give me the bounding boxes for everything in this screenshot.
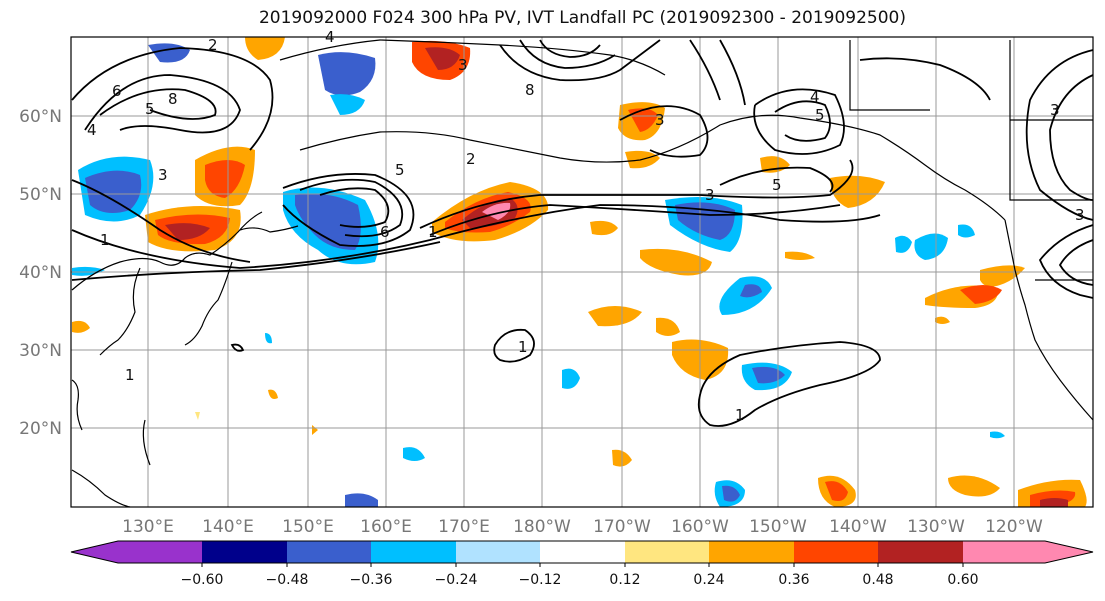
contour-label: 5 — [815, 106, 825, 124]
pc-shading — [72, 37, 1087, 507]
colorbar-tick-label: 0.36 — [778, 572, 809, 588]
contour-label: 1 — [125, 366, 135, 384]
colorbar-segment — [202, 541, 287, 563]
colorbar-tick-label: −0.60 — [181, 572, 224, 588]
colorbar-tick-label: 0.60 — [947, 572, 978, 588]
contour-label: 2 — [208, 36, 218, 54]
lon-label: 180°W — [513, 517, 571, 537]
lon-label: 130°E — [122, 517, 174, 537]
lat-label: 30°N — [19, 341, 62, 361]
colorbar-extend-high — [963, 541, 1093, 563]
colorbar-tick-label: −0.12 — [519, 572, 562, 588]
contour-label: 8 — [525, 81, 535, 99]
colorbar-segment — [287, 541, 371, 563]
contour-label: 3 — [655, 111, 665, 129]
colorbar-segments — [70, 540, 1094, 567]
map-panel: 2 4 3 6 5 8 4 3 6 5 2 1 3 5 8 3 1 1 3 4 … — [70, 28, 1094, 508]
lon-label: 130°W — [907, 517, 965, 537]
coastlines — [71, 39, 1094, 508]
contour-label: 2 — [466, 150, 476, 168]
pv-contours — [71, 39, 1094, 427]
contour-label: 3 — [1050, 101, 1060, 119]
contour-label: 1 — [735, 406, 745, 424]
contour-label: 8 — [168, 90, 178, 108]
contour-label: 1 — [518, 338, 528, 356]
contour-label: 3 — [705, 186, 715, 204]
contour-labels: 2 4 3 6 5 8 4 3 6 5 2 1 3 5 8 3 1 1 3 4 … — [87, 28, 1085, 424]
longitude-labels: 130°E 140°E 150°E 160°E 170°E 180°W 170°… — [122, 517, 1043, 537]
contour-label: 3 — [458, 56, 468, 74]
colorbar-outline — [70, 540, 1094, 564]
latitude-labels: 60°N 50°N 40°N 30°N 20°N — [19, 107, 62, 439]
colorbar-segment — [540, 541, 625, 563]
lon-label: 140°W — [829, 517, 887, 537]
contour-label: 5 — [395, 161, 405, 179]
contour-label: 1 — [100, 231, 110, 249]
contour-label: 5 — [772, 176, 782, 194]
lon-label: 120°W — [985, 517, 1043, 537]
map-title: 2019092000 F024 300 hPa PV, IVT Landfall… — [258, 8, 906, 28]
colorbar-tick-label: 0.24 — [693, 572, 724, 588]
colorbar-segment — [878, 541, 963, 563]
colorbar-tick-label: −0.48 — [266, 572, 309, 588]
lon-label: 150°E — [282, 517, 334, 537]
lon-label: 140°E — [202, 517, 254, 537]
contour-label: 4 — [87, 121, 97, 139]
colorbar-segment — [794, 541, 878, 563]
contour-label: 6 — [112, 82, 122, 100]
contour-label: 3 — [1075, 206, 1085, 224]
contour-label: 5 — [145, 100, 155, 118]
lon-label: 170°W — [593, 517, 651, 537]
colorbar-segment — [371, 541, 456, 563]
lon-label: 160°W — [671, 517, 729, 537]
contour-label: 6 — [380, 223, 390, 241]
colorbar-tick-label: −0.24 — [435, 572, 478, 588]
colorbar-tick-label: −0.36 — [350, 572, 393, 588]
lon-label: 150°W — [749, 517, 807, 537]
colorbar-ticks: −0.60 −0.48 −0.36 −0.24 −0.12 0.12 0.24 … — [181, 572, 979, 588]
lat-label: 60°N — [19, 107, 62, 127]
contour-label: 4 — [810, 88, 820, 106]
lat-label: 50°N — [19, 185, 62, 205]
lon-label: 160°E — [360, 517, 412, 537]
colorbar-tick-label: 0.12 — [609, 572, 640, 588]
colorbar-segment — [625, 541, 709, 563]
contour-label: 1 — [428, 223, 438, 241]
lon-label: 170°E — [438, 517, 490, 537]
colorbar-extend-low — [71, 541, 202, 563]
contour-label: 3 — [158, 166, 168, 184]
colorbar: −0.60 −0.48 −0.36 −0.24 −0.12 0.12 0.24 … — [70, 540, 1094, 588]
colorbar-segment — [709, 541, 794, 563]
lat-label: 40°N — [19, 263, 62, 283]
lat-label: 20°N — [19, 419, 62, 439]
colorbar-tick-label: 0.48 — [862, 572, 893, 588]
colorbar-segment — [456, 541, 540, 563]
